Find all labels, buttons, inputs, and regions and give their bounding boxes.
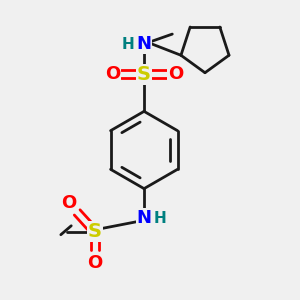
Text: N: N [136,35,152,53]
Text: O: O [105,65,121,83]
Text: O: O [168,65,183,83]
Text: H: H [121,37,134,52]
Text: N: N [136,209,152,227]
Text: O: O [87,254,103,272]
Text: S: S [88,222,102,241]
Text: O: O [61,194,76,212]
Text: H: H [154,211,167,226]
Text: S: S [137,65,151,84]
